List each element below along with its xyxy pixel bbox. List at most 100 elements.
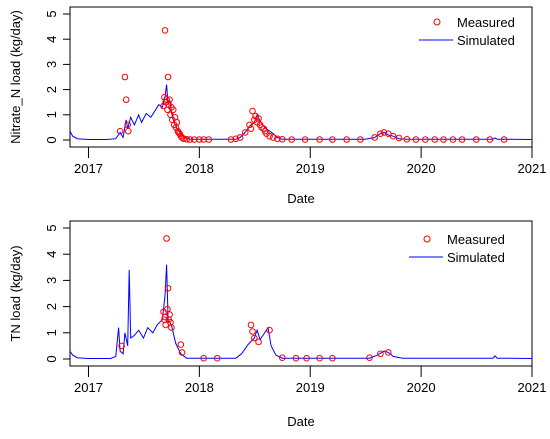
data-point-measured bbox=[175, 129, 183, 136]
data-point-measured bbox=[161, 27, 169, 34]
data-point-measured bbox=[274, 135, 281, 143]
data-point-measured bbox=[166, 96, 173, 103]
data-point-measured bbox=[122, 96, 130, 103]
legend-marker-measured bbox=[433, 18, 441, 26]
data-point-measured bbox=[241, 129, 249, 136]
x-tick-label: 2020 bbox=[407, 161, 436, 176]
y-tick-label: 2 bbox=[44, 86, 59, 93]
data-point-measured bbox=[278, 354, 286, 361]
data-point-measured bbox=[412, 136, 420, 143]
data-point-measured bbox=[472, 136, 480, 143]
data-point-measured bbox=[118, 342, 125, 350]
data-point-measured bbox=[196, 136, 203, 143]
data-point-measured bbox=[255, 115, 262, 122]
data-point-measured bbox=[162, 321, 169, 329]
legend-label: Simulated bbox=[457, 33, 515, 48]
data-point-measured bbox=[116, 127, 124, 135]
panel-nitrate: 0 1 2 3 4 5 2017 2018 2019 2020 2021 Date Nitrate_N … bbox=[8, 6, 547, 206]
y-tick-label: 3 bbox=[44, 61, 59, 68]
data-point-measured bbox=[301, 136, 309, 143]
data-point-measured bbox=[371, 134, 378, 141]
data-point-measured bbox=[395, 134, 403, 142]
x-tick-label: 2021 bbox=[518, 161, 547, 176]
data-point-measured bbox=[266, 132, 273, 140]
legend: Measured Simulated bbox=[419, 15, 515, 48]
data-point-measured bbox=[329, 136, 336, 143]
data-point-measured bbox=[169, 106, 177, 114]
data-point-measured bbox=[227, 136, 235, 143]
data-point-measured bbox=[269, 134, 277, 141]
x-axis-label: Date bbox=[287, 414, 314, 429]
y-tick-label: 5 bbox=[44, 10, 59, 17]
data-point-measured bbox=[266, 326, 273, 334]
data-point-measured bbox=[377, 350, 384, 358]
data-point-measured bbox=[168, 324, 175, 331]
data-point-measured bbox=[183, 135, 190, 143]
data-point-measured bbox=[247, 125, 255, 132]
x-axis-label: Date bbox=[287, 191, 314, 206]
data-point-measured bbox=[486, 136, 494, 143]
data-point-measured bbox=[357, 136, 364, 143]
y-tick-label: 5 bbox=[44, 224, 59, 231]
x-tick-label: 2020 bbox=[407, 380, 436, 395]
data-point-measured bbox=[246, 121, 253, 129]
plot-frame bbox=[69, 220, 533, 367]
data-point-measured bbox=[163, 235, 170, 242]
x-tick-label: 2019 bbox=[296, 161, 325, 176]
data-point-measured bbox=[124, 121, 131, 129]
data-point-measured bbox=[380, 129, 388, 136]
data-point-measured bbox=[292, 354, 300, 362]
data-point-measured bbox=[278, 135, 286, 143]
data-point-measured bbox=[343, 136, 350, 143]
x-tick-label: 2018 bbox=[185, 161, 214, 176]
data-point-measured bbox=[385, 349, 392, 356]
data-point-measured bbox=[458, 136, 466, 143]
data-point-measured bbox=[180, 135, 187, 143]
data-point-measured bbox=[236, 134, 244, 141]
data-point-measured bbox=[255, 338, 262, 346]
y-axis-label: TN load (kg/day) bbox=[8, 245, 23, 341]
data-point-measured bbox=[316, 136, 323, 143]
data-point-measured bbox=[186, 136, 194, 143]
data-point-measured bbox=[500, 136, 508, 143]
data-point-measured bbox=[200, 354, 207, 362]
data-point-measured bbox=[177, 341, 185, 348]
data-point-measured bbox=[164, 284, 172, 292]
data-point-measured bbox=[178, 349, 186, 356]
data-point-measured bbox=[329, 354, 336, 362]
legend: Measured Simulated bbox=[409, 232, 505, 265]
data-point-measured bbox=[377, 130, 384, 137]
data-point-measured bbox=[422, 136, 429, 143]
legend-label: Measured bbox=[447, 232, 505, 247]
y-tick-label: 4 bbox=[44, 251, 59, 258]
data-point-measured bbox=[431, 136, 439, 143]
data-point-measured bbox=[449, 136, 457, 143]
plot-frame bbox=[69, 6, 533, 148]
data-point-measured bbox=[403, 135, 411, 143]
data-point-measured bbox=[389, 132, 397, 140]
data-point-measured bbox=[124, 127, 132, 135]
data-point-measured bbox=[173, 119, 181, 126]
y-tick-label: 2 bbox=[44, 303, 59, 310]
data-point-measured bbox=[232, 135, 240, 143]
data-point-measured bbox=[288, 136, 296, 143]
y-tick-label: 3 bbox=[44, 277, 59, 284]
data-point-measured bbox=[440, 136, 447, 143]
data-point-measured bbox=[205, 136, 213, 143]
y-tick-label: 1 bbox=[44, 329, 59, 336]
x-tick-label: 2017 bbox=[74, 161, 103, 176]
data-point-measured bbox=[316, 354, 323, 362]
data-point-measured bbox=[249, 328, 256, 335]
y-axis-label: Nitrate_N load (kg/day) bbox=[8, 10, 23, 144]
panel-tn: 0 1 2 3 4 5 2017 2018 2019 2020 2021 Date TN load (k… bbox=[8, 220, 546, 429]
x-tick-label: 2018 bbox=[185, 380, 214, 395]
series-line-simulated bbox=[69, 264, 533, 359]
x-tick-label: 2017 bbox=[74, 380, 103, 395]
y-tick-label: 0 bbox=[44, 136, 59, 143]
legend-marker-measured bbox=[423, 235, 431, 243]
data-point-measured bbox=[247, 321, 255, 329]
data-point-measured bbox=[249, 107, 256, 115]
data-point-measured bbox=[303, 354, 310, 362]
legend-label: Measured bbox=[457, 15, 515, 30]
